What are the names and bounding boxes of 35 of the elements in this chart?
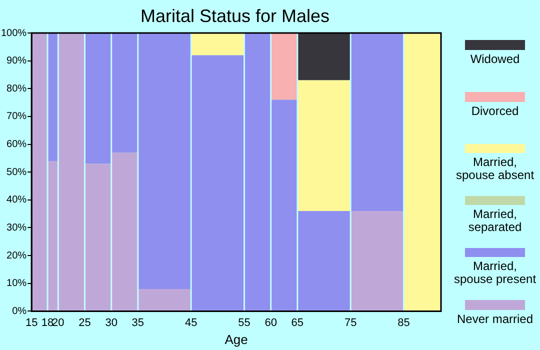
x-axis-title: Age	[224, 332, 248, 347]
x-tick-label: 18	[41, 316, 54, 329]
bar	[298, 80, 350, 212]
y-tick-label: 20%	[6, 250, 27, 262]
legend-label: Widowed	[470, 52, 520, 66]
y-tick-label: 40%	[6, 194, 27, 206]
y-tick-label: 30%	[6, 222, 27, 234]
x-tick-label: 65	[291, 316, 304, 329]
legend-label: Never married	[456, 312, 534, 326]
x-tick-label: 25	[78, 316, 91, 329]
x-tick-label: 85	[398, 316, 410, 329]
x-tick-label: 20	[52, 316, 64, 329]
bar	[272, 33, 297, 100]
x-tick-label: 15	[25, 316, 38, 329]
chart-title: Marital Status for Males	[139, 6, 331, 27]
bar	[192, 33, 244, 56]
legend-label: Married, spouse absent	[454, 155, 536, 182]
legend-label: Married, spouse present	[452, 259, 538, 286]
y-tick-label: 70%	[6, 111, 27, 122]
y-tick-label: 0%	[12, 306, 27, 317]
legend-label: Married, separated	[467, 207, 523, 234]
y-tick-label: 60%	[6, 139, 27, 150]
x-tick-label: 35	[132, 316, 144, 329]
x-tick-label: 30	[105, 316, 118, 329]
legend-label: Divorced	[471, 104, 519, 118]
y-tick-label: 90%	[6, 56, 27, 67]
x-tick-label: 75	[344, 316, 357, 329]
y-tick-label: 100%	[1, 28, 27, 39]
y-tick-label: 50%	[6, 166, 27, 178]
x-tick-label: 55	[238, 316, 250, 329]
y-tick-label: 80%	[6, 83, 27, 94]
y-tick-label: 10%	[6, 278, 27, 290]
x-tick-label: 45	[184, 316, 198, 329]
bar	[298, 33, 350, 80]
x-tick-label: 60	[264, 316, 277, 329]
